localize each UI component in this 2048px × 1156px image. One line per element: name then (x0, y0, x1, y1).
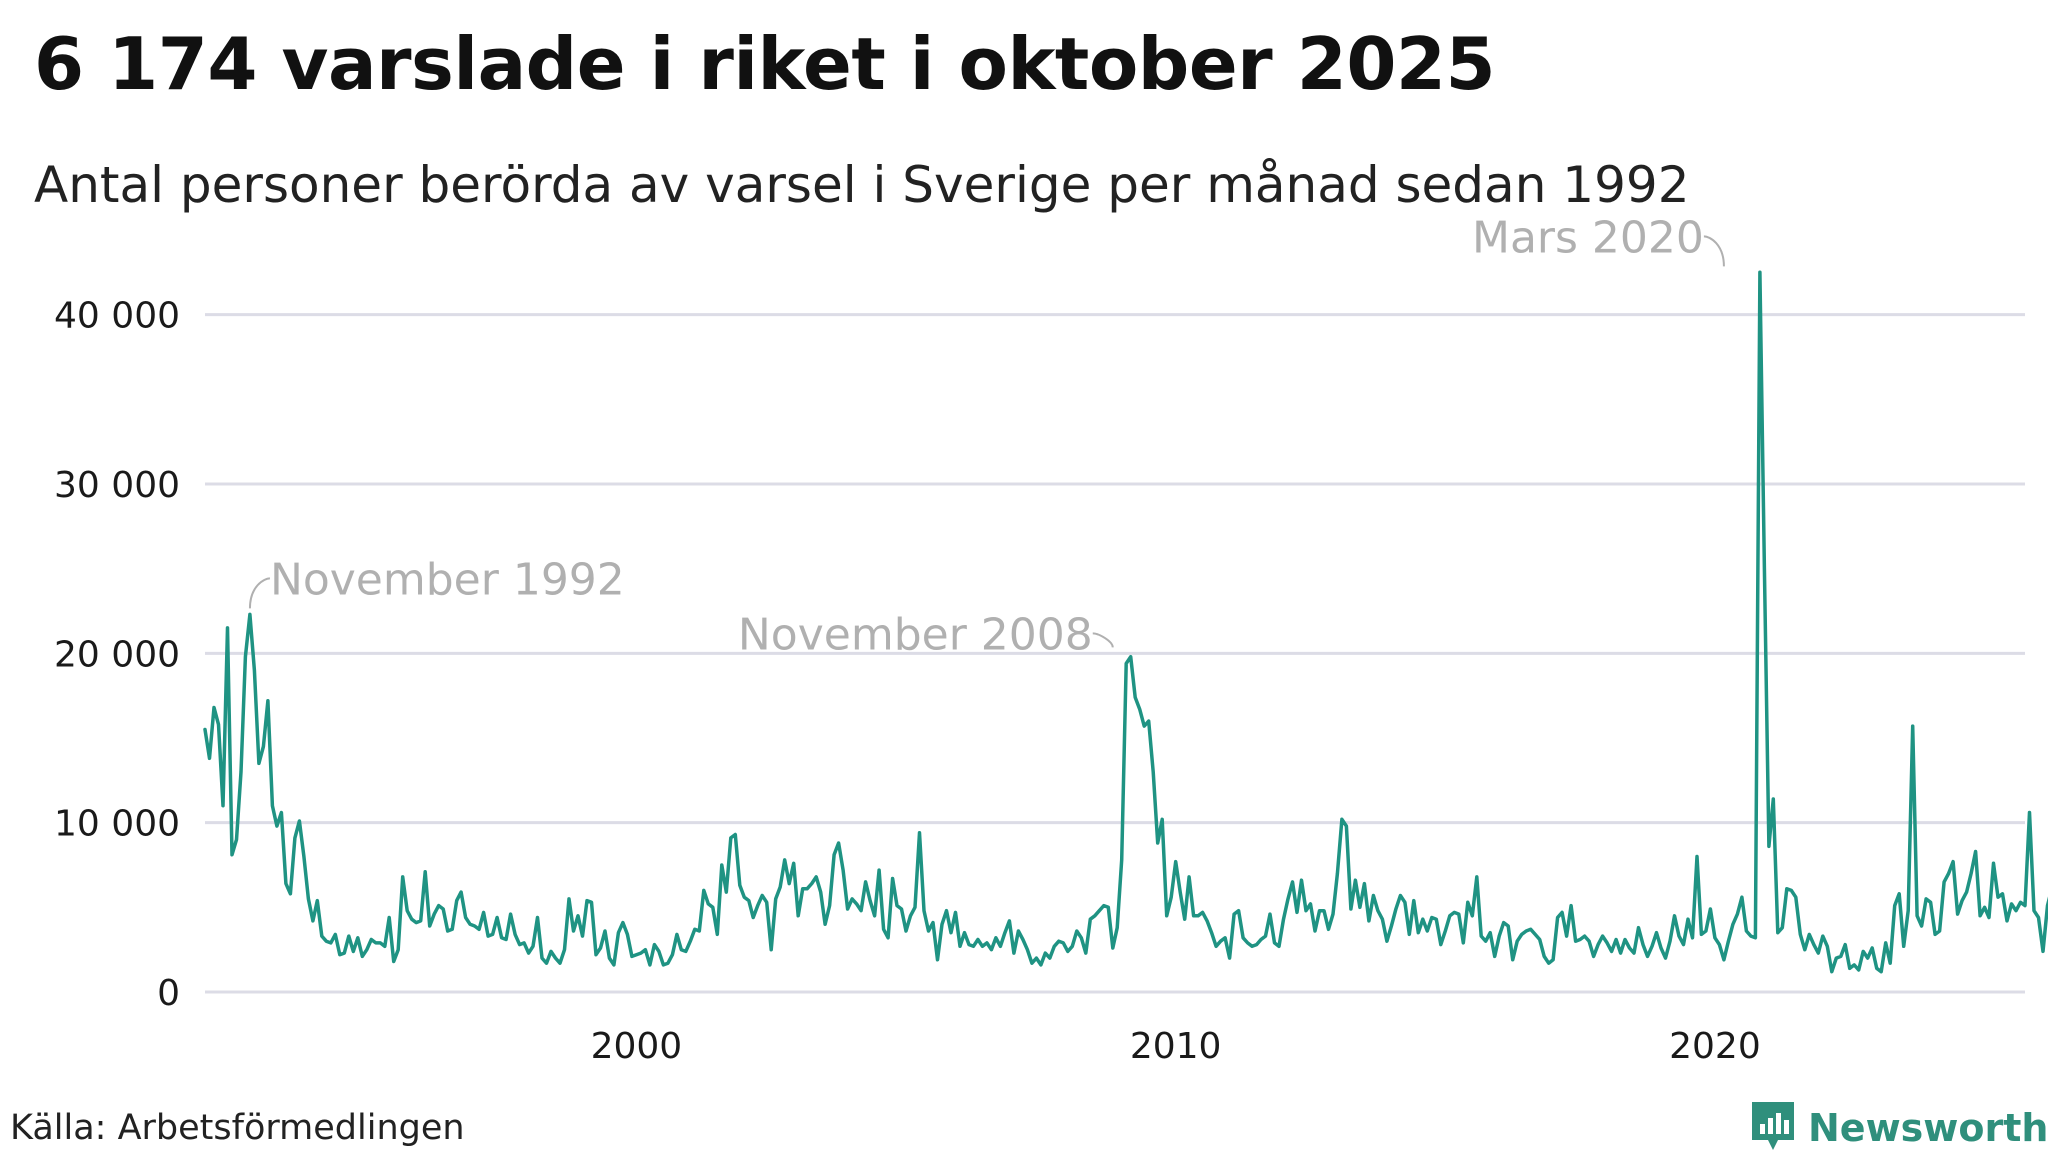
brand-name: Newsworthy (1808, 1106, 2048, 1150)
y-axis-ticks: 0 10 000 20 000 30 000 40 000 (54, 296, 180, 1014)
source-note: Källa: Arbetsförmedlingen (10, 1108, 465, 1148)
x-tick-label: 2010 (1130, 1026, 1222, 1067)
annotation-connector (248, 577, 271, 609)
bar-chart-icon (1750, 1100, 1796, 1156)
chart-subtitle: Antal personer berörda av varsel i Sveri… (34, 156, 1690, 214)
annotations: November 1992 November 2008 Mars 2020 (248, 212, 1725, 660)
brand-logo[interactable]: Newsworthy (1750, 1100, 2048, 1156)
series-line (203, 270, 2048, 974)
y-tick-label: 40 000 (54, 296, 180, 337)
annotation-label: Mars 2020 (1472, 212, 1704, 263)
annotation-connector (1092, 632, 1114, 648)
gridlines (205, 313, 2025, 994)
y-tick-label: 30 000 (54, 465, 180, 506)
annotation-label: November 1992 (270, 554, 625, 605)
y-tick-label: 0 (157, 973, 180, 1014)
chart-title: 6 174 varslade i riket i oktober 2025 (34, 22, 1496, 106)
y-tick-label: 10 000 (54, 804, 180, 845)
y-tick-label: 20 000 (54, 634, 180, 675)
x-tick-label: 2020 (1669, 1026, 1761, 1067)
x-tick-label: 2000 (591, 1026, 683, 1067)
line-chart: 0 10 000 20 000 30 000 40 000 2000 2010 2020 N… (54, 212, 2048, 1067)
annotation-label: November 2008 (738, 609, 1093, 660)
series-layer (203, 270, 2048, 974)
annotation-connector (1703, 235, 1725, 267)
x-axis-ticks: 2000 2010 2020 (591, 1026, 1761, 1067)
